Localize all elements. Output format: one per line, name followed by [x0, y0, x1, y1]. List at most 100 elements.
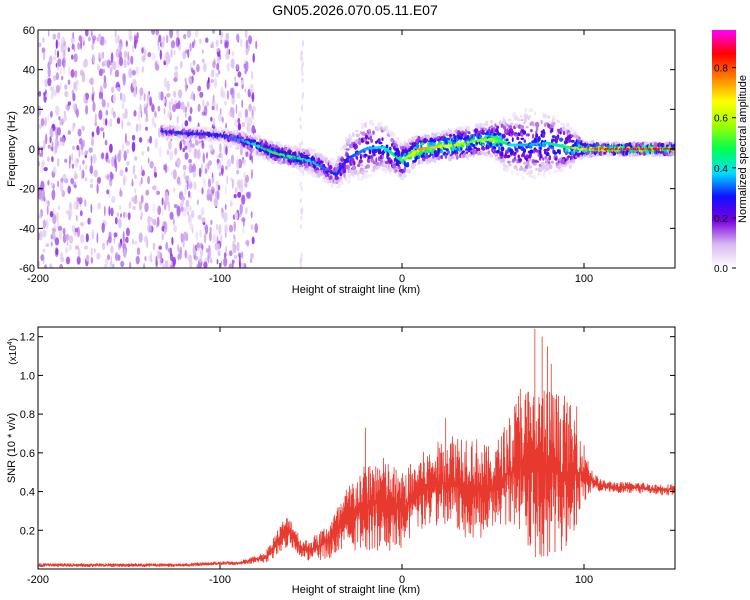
spectrogram-signal-point — [665, 144, 669, 147]
spectrogram-noise-speck — [118, 43, 123, 50]
spectrogram-noise-speck — [171, 261, 173, 266]
spectrogram-noise-speck — [154, 122, 157, 128]
spectrogram-signal-point — [338, 179, 342, 183]
spectrogram-noise-speck — [164, 163, 168, 174]
spectrogram-noise-speck — [39, 152, 42, 157]
spectrogram-noise-speck — [155, 64, 160, 71]
spectrogram-noise-speck — [237, 180, 241, 190]
spectrogram-noise-speck — [205, 248, 210, 253]
spectrogram-noise-speck — [96, 252, 101, 260]
spectrogram-noise-speck — [224, 246, 227, 253]
spectrogram-signal-point — [562, 131, 566, 135]
spectrogram-signal-point — [556, 119, 559, 123]
spectrogram-noise-speck — [218, 152, 222, 159]
spectrogram-signal-point — [372, 161, 376, 165]
spectrogram-noise-speck — [114, 37, 119, 44]
spectrogram-noise-speck — [118, 149, 122, 156]
spectrogram-signal-point — [470, 142, 473, 146]
spectrogram-noise-speck — [189, 106, 193, 115]
spectrogram-noise-speck — [149, 96, 153, 106]
spectrogram-noise-speck — [96, 37, 100, 42]
colorbar-tick-label: 0.8 — [714, 64, 728, 75]
spectrogram-noise-speck — [119, 169, 124, 177]
spectrogram-noise-speck — [84, 199, 87, 208]
spectrogram-signal-point — [459, 136, 463, 140]
spectrogram-noise-speck — [196, 148, 201, 160]
spectrogram-signal-point — [186, 126, 190, 131]
spectrogram-noise-speck — [157, 44, 160, 52]
spectrogram-signal-point — [339, 147, 343, 151]
spectrogram-signal-point — [368, 129, 371, 133]
spectrogram-noise-speck — [139, 87, 144, 96]
snr-y-tick-label: 0.6 — [20, 448, 35, 460]
spectrogram-noise-speck — [81, 141, 84, 151]
spectrogram-noise-speck — [215, 47, 220, 52]
spectrogram-signal-point — [288, 159, 293, 164]
spectrogram-signal-point — [542, 113, 547, 119]
spectrogram-noise-speck — [50, 146, 54, 151]
spectrogram-noise-speck — [56, 50, 60, 58]
spectrogram-noise-speck — [114, 30, 117, 38]
spectrogram-signal-point — [275, 144, 279, 149]
spectrogram-noise-speck — [172, 187, 176, 193]
spectrogram-signal-point — [606, 151, 610, 158]
spectrogram-signal-point — [525, 133, 531, 137]
spectrogram-noise-speck — [50, 234, 53, 240]
spectrogram-noise-speck — [75, 215, 78, 222]
spectrogram-signal-point — [488, 129, 491, 133]
spectrogram-noise-speck — [119, 205, 122, 210]
spectrogram-noise-speck — [90, 178, 94, 184]
spectrogram-signal-point — [455, 153, 458, 157]
spectrogram-signal-point — [559, 167, 565, 173]
spectrogram-signal-point — [545, 167, 549, 171]
spectrogram-noise-speck — [301, 71, 304, 77]
spectrogram-noise-speck — [216, 243, 221, 251]
figure-title: GN05.2026.070.05.11.E07 — [272, 2, 438, 18]
spectrogram-noise-speck — [45, 133, 48, 145]
spectrogram-noise-speck — [196, 263, 201, 268]
spectrogram-signal-point — [555, 135, 559, 141]
spectrogram-noise-speck — [234, 211, 239, 220]
spectrogram-noise-speck — [180, 232, 184, 243]
spectrogram-signal-point — [501, 158, 506, 163]
spectrogram-noise-speck — [230, 106, 234, 115]
spectrogram-noise-speck — [44, 263, 47, 268]
spectrogram-noise-speck — [104, 174, 108, 180]
spectrogram-noise-speck — [134, 40, 137, 49]
spectrogram-noise-speck — [202, 152, 205, 164]
spectrogram-noise-speck — [77, 42, 81, 50]
spectrogram-noise-speck — [81, 149, 83, 156]
spectrogram-noise-speck — [58, 116, 61, 121]
spectrogram-noise-speck — [140, 165, 143, 173]
spectrogram-noise-speck — [228, 224, 234, 233]
spectrogram-noise-speck — [182, 50, 187, 60]
spectrogram-noise-speck — [68, 66, 70, 76]
spectrogram-noise-speck — [245, 239, 250, 246]
spectrogram-noise-speck — [128, 201, 132, 210]
spectrogram-noise-speck — [141, 194, 144, 204]
spectrogram-noise-speck — [87, 217, 90, 225]
spectrogram-noise-speck — [49, 135, 52, 144]
spectrogram-noise-speck — [225, 165, 228, 170]
spectrogram-noise-speck — [224, 224, 228, 234]
spectrogram-signal-point — [480, 127, 483, 130]
snr-x-ticks: -200 -100 0 100 — [27, 327, 593, 586]
snr-y-ticks: 0.2 0.4 0.6 0.8 1.0 1.2 — [20, 332, 675, 537]
spectrogram-signal-point — [511, 137, 514, 143]
spectrogram-signal-point — [428, 157, 433, 162]
spectrogram-signal-point — [646, 153, 650, 157]
spectrogram-signal-point — [425, 154, 430, 159]
spectrogram-noise-speck — [116, 212, 120, 217]
spectrogram-noise-speck — [152, 242, 156, 251]
spectrogram-noise-speck — [193, 93, 196, 102]
spectrogram-noise-speck — [144, 202, 149, 213]
spectrogram-noise-speck — [38, 145, 41, 156]
spectrogram-signal-point — [489, 141, 493, 146]
spectrogram-noise-speck — [204, 224, 209, 235]
spectrogram-noise-speck — [301, 140, 304, 146]
spectrogram-noise-speck — [75, 245, 79, 250]
spectrogram-noise-speck — [189, 42, 192, 52]
spectrogram-signal-point — [493, 135, 499, 139]
spectrogram-noise-speck — [47, 144, 51, 149]
